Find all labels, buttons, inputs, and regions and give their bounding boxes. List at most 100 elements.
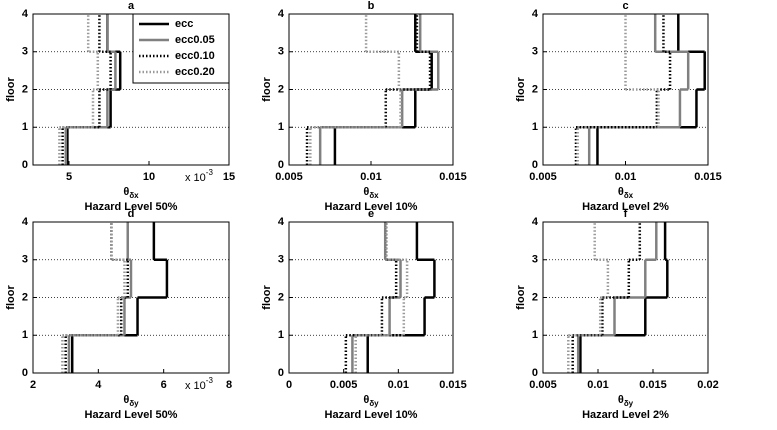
subplot-title: a (128, 0, 135, 12)
y-tick-label: 0 (22, 159, 28, 171)
x-tick-label: 0.005 (330, 379, 358, 391)
x-tick-label: 0.015 (439, 379, 467, 391)
y-tick-label: 1 (22, 121, 28, 133)
axes-frame (32, 221, 230, 374)
x-axis-subscript: δx (129, 191, 139, 200)
axis-offset: x 10-3 (185, 376, 213, 392)
y-tick-label: 2 (278, 291, 284, 303)
axis-offset-base: x 10 (185, 380, 206, 392)
x-tick-label: 8 (226, 379, 232, 391)
hazard-caption: Hazard Level 10% (325, 201, 418, 213)
x-tick-label: 10 (143, 171, 155, 183)
y-tick-label: 2 (22, 83, 28, 95)
x-axis-subscript: δy (129, 399, 139, 408)
hazard-caption: Hazard Level 10% (325, 409, 418, 421)
y-tick-label: 2 (532, 83, 538, 95)
subplot-title: f (624, 208, 628, 220)
y-tick-label: 3 (278, 254, 284, 266)
y-axis-label: floor (515, 285, 527, 310)
y-tick-label: 3 (532, 254, 538, 266)
y-tick-label: 3 (22, 254, 28, 266)
legend-label: ecc0.10 (175, 50, 215, 62)
x-axis-subscript: δx (369, 191, 379, 200)
x-axis-symbol: θ (363, 186, 369, 198)
subplot-title: c (622, 0, 628, 12)
x-axis-subscript: δy (369, 399, 379, 408)
subplot-title: d (128, 208, 135, 220)
axes-frame (32, 13, 230, 166)
x-tick-label: 0.01 (587, 379, 608, 391)
x-tick-label: 0.01 (388, 379, 409, 391)
y-axis-label: floor (5, 77, 17, 102)
axis-offset-exponent: -3 (206, 168, 214, 177)
x-tick-label: 0.015 (639, 379, 667, 391)
x-tick-label: 0 (286, 379, 292, 391)
y-tick-label: 0 (532, 367, 538, 379)
x-tick-label: 0.01 (615, 171, 636, 183)
legend-box (132, 13, 230, 84)
y-tick-label: 4 (532, 8, 539, 20)
y-tick-label: 4 (22, 8, 29, 20)
x-axis-symbol: θ (363, 394, 369, 406)
x-axis-symbol: θ (123, 394, 129, 406)
x-axis-subscript: δy (624, 399, 634, 408)
axis-offset-base: x 10 (185, 172, 206, 184)
y-tick-label: 0 (278, 367, 284, 379)
y-tick-label: 4 (278, 8, 285, 20)
legend-label: ecc0.05 (175, 34, 215, 46)
x-axis-label: θδy (618, 394, 634, 408)
hazard-caption: Hazard Level 50% (85, 201, 178, 213)
x-tick-label: 0.015 (694, 171, 722, 183)
y-tick-label: 3 (22, 46, 28, 58)
x-axis-subscript: δx (624, 191, 634, 200)
x-tick-label: 0.015 (439, 171, 467, 183)
y-tick-label: 1 (532, 121, 538, 133)
y-axis-label: floor (515, 77, 527, 102)
y-tick-label: 0 (22, 367, 28, 379)
legend-label: ecc (175, 18, 193, 30)
x-axis-symbol: θ (618, 394, 624, 406)
axes-frame (542, 221, 709, 374)
y-axis-label: floor (261, 77, 273, 102)
y-tick-label: 1 (22, 329, 28, 341)
y-axis-label: floor (261, 285, 273, 310)
y-tick-label: 2 (22, 291, 28, 303)
y-tick-label: 3 (532, 46, 538, 58)
y-tick-label: 1 (532, 329, 538, 341)
x-tick-label: 15 (223, 171, 235, 183)
x-tick-label: 0.01 (360, 171, 381, 183)
x-axis-symbol: θ (618, 186, 624, 198)
x-axis-label: θδy (363, 394, 379, 408)
x-tick-label: 0.005 (529, 379, 557, 391)
x-tick-label: 2 (30, 379, 36, 391)
legend-label: ecc0.20 (175, 66, 215, 78)
axis-offset: x 10-3 (185, 168, 213, 184)
y-tick-label: 1 (278, 329, 284, 341)
x-tick-label: 4 (95, 379, 102, 391)
axes-frame (542, 13, 709, 166)
axes-frame (288, 13, 454, 166)
x-axis-label: θδx (618, 186, 634, 200)
y-tick-label: 1 (278, 121, 284, 133)
y-tick-label: 3 (278, 46, 284, 58)
x-axis-label: θδy (123, 394, 139, 408)
x-axis-label: θδx (123, 186, 139, 200)
x-tick-label: 0.005 (529, 171, 557, 183)
y-tick-label: 4 (278, 216, 285, 228)
hazard-caption: Hazard Level 2% (582, 409, 669, 421)
x-axis-label: θδx (363, 186, 379, 200)
subplot-title: b (368, 0, 375, 12)
y-tick-label: 2 (278, 83, 284, 95)
hazard-caption: Hazard Level 50% (85, 409, 178, 421)
x-tick-label: 0.02 (697, 379, 718, 391)
y-tick-label: 2 (532, 291, 538, 303)
y-tick-label: 0 (532, 159, 538, 171)
y-tick-label: 0 (278, 159, 284, 171)
